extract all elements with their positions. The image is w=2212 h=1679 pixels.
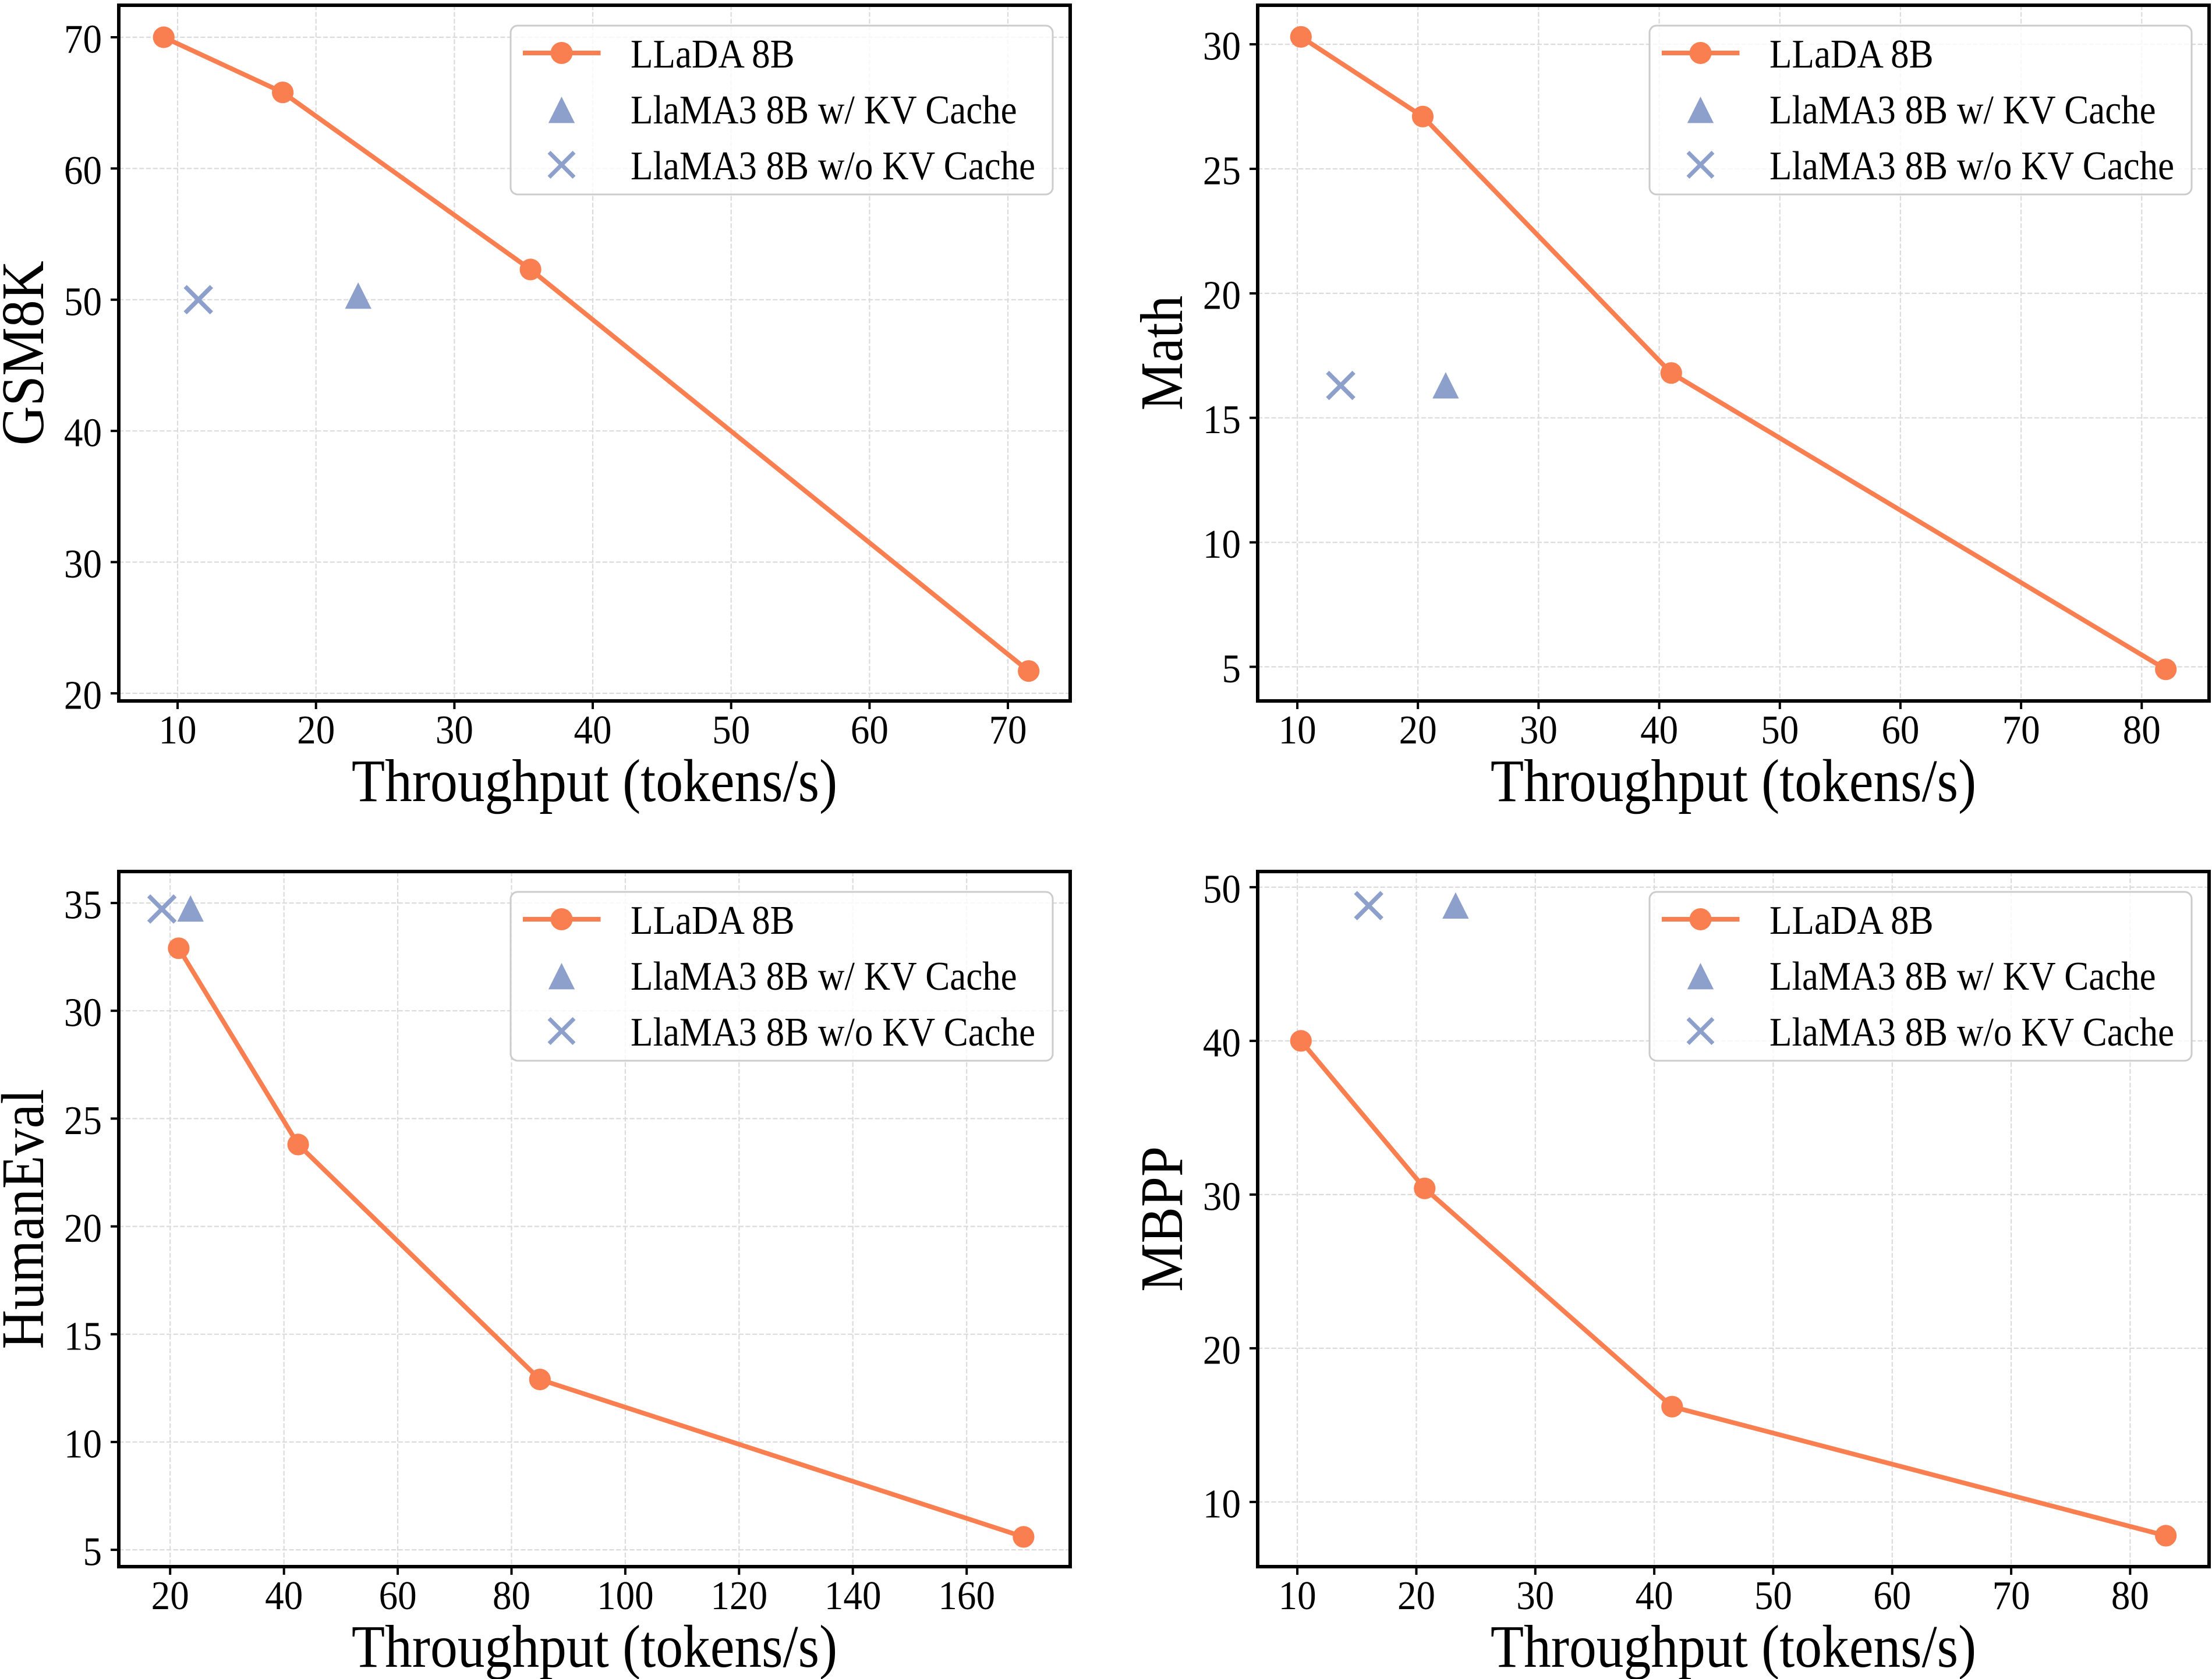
svg-text:30: 30 <box>1516 1573 1554 1618</box>
svg-text:40: 40 <box>265 1573 303 1618</box>
svg-text:40: 40 <box>1636 1573 1673 1618</box>
svg-text:20: 20 <box>297 707 335 753</box>
svg-text:Throughput (tokens/s): Throughput (tokens/s) <box>352 1614 837 1679</box>
svg-text:50: 50 <box>712 707 750 753</box>
svg-text:15: 15 <box>64 1313 102 1359</box>
svg-text:80: 80 <box>493 1573 530 1618</box>
svg-text:80: 80 <box>2123 707 2161 753</box>
svg-text:60: 60 <box>851 707 889 753</box>
svg-text:MBPP: MBPP <box>1129 1146 1196 1292</box>
svg-text:GSM8K: GSM8K <box>0 261 56 445</box>
svg-text:25: 25 <box>1203 148 1241 193</box>
svg-text:70: 70 <box>989 707 1027 753</box>
svg-text:35: 35 <box>64 882 102 927</box>
svg-text:30: 30 <box>1203 23 1241 69</box>
svg-text:10: 10 <box>158 707 196 753</box>
svg-text:LlaMA3 8B w/o KV Cache: LlaMA3 8B w/o KV Cache <box>631 1010 1035 1055</box>
svg-text:140: 140 <box>824 1573 882 1618</box>
svg-text:15: 15 <box>1203 397 1241 442</box>
svg-text:Throughput (tokens/s): Throughput (tokens/s) <box>1491 748 1976 815</box>
svg-text:70: 70 <box>1992 1573 2030 1618</box>
svg-text:LlaMA3 8B w/ KV Cache: LlaMA3 8B w/ KV Cache <box>631 88 1017 133</box>
svg-text:60: 60 <box>1881 707 1919 753</box>
svg-text:25: 25 <box>64 1098 102 1143</box>
svg-text:40: 40 <box>574 707 611 753</box>
svg-text:30: 30 <box>64 541 102 587</box>
svg-text:LLaDA 8B: LLaDA 8B <box>631 32 795 77</box>
svg-text:LlaMA3 8B w/ KV Cache: LlaMA3 8B w/ KV Cache <box>631 954 1017 999</box>
svg-text:70: 70 <box>2002 707 2040 753</box>
svg-text:50: 50 <box>1761 707 1799 753</box>
svg-text:60: 60 <box>64 148 102 193</box>
svg-text:20: 20 <box>1399 707 1437 753</box>
svg-text:100: 100 <box>597 1573 654 1618</box>
svg-text:40: 40 <box>1203 1020 1241 1065</box>
svg-text:LLaDA 8B: LLaDA 8B <box>1769 32 1934 77</box>
svg-text:70: 70 <box>64 16 102 62</box>
svg-text:60: 60 <box>379 1573 417 1618</box>
svg-text:50: 50 <box>64 279 102 324</box>
svg-text:LlaMA3 8B w/ KV Cache: LlaMA3 8B w/ KV Cache <box>1769 88 2156 133</box>
svg-text:5: 5 <box>1222 646 1241 692</box>
svg-text:20: 20 <box>1397 1573 1435 1618</box>
svg-text:40: 40 <box>64 410 102 456</box>
svg-text:20: 20 <box>64 1206 102 1251</box>
svg-text:LlaMA3 8B w/ KV Cache: LlaMA3 8B w/ KV Cache <box>1769 954 2156 999</box>
svg-text:10: 10 <box>1203 1481 1241 1526</box>
svg-text:HumanEval: HumanEval <box>0 1089 56 1349</box>
svg-text:50: 50 <box>1203 866 1241 912</box>
svg-text:40: 40 <box>1640 707 1678 753</box>
svg-text:Throughput (tokens/s): Throughput (tokens/s) <box>352 748 837 815</box>
svg-text:10: 10 <box>64 1421 102 1467</box>
svg-text:20: 20 <box>1203 1327 1241 1373</box>
svg-text:20: 20 <box>1203 272 1241 318</box>
svg-text:LlaMA3 8B w/o KV Cache: LlaMA3 8B w/o KV Cache <box>1769 144 2174 189</box>
svg-text:30: 30 <box>436 707 473 753</box>
svg-text:80: 80 <box>2111 1573 2149 1618</box>
svg-text:LlaMA3 8B w/o KV Cache: LlaMA3 8B w/o KV Cache <box>1769 1010 2174 1055</box>
svg-text:LLaDA 8B: LLaDA 8B <box>1769 898 1934 943</box>
svg-text:10: 10 <box>1279 1573 1316 1618</box>
svg-text:20: 20 <box>64 672 102 718</box>
svg-text:50: 50 <box>1754 1573 1792 1618</box>
svg-text:30: 30 <box>1520 707 1558 753</box>
svg-text:30: 30 <box>64 990 102 1036</box>
svg-text:LlaMA3 8B w/o KV Cache: LlaMA3 8B w/o KV Cache <box>631 144 1035 189</box>
svg-text:Math: Math <box>1129 296 1196 411</box>
svg-text:20: 20 <box>151 1573 189 1618</box>
svg-text:60: 60 <box>1873 1573 1911 1618</box>
svg-text:10: 10 <box>1279 707 1316 753</box>
svg-text:LLaDA 8B: LLaDA 8B <box>631 898 795 943</box>
svg-text:30: 30 <box>1203 1174 1241 1219</box>
svg-text:160: 160 <box>938 1573 995 1618</box>
svg-text:5: 5 <box>83 1529 102 1574</box>
svg-text:10: 10 <box>1203 522 1241 567</box>
svg-text:Throughput (tokens/s): Throughput (tokens/s) <box>1491 1614 1976 1679</box>
svg-text:120: 120 <box>710 1573 767 1618</box>
